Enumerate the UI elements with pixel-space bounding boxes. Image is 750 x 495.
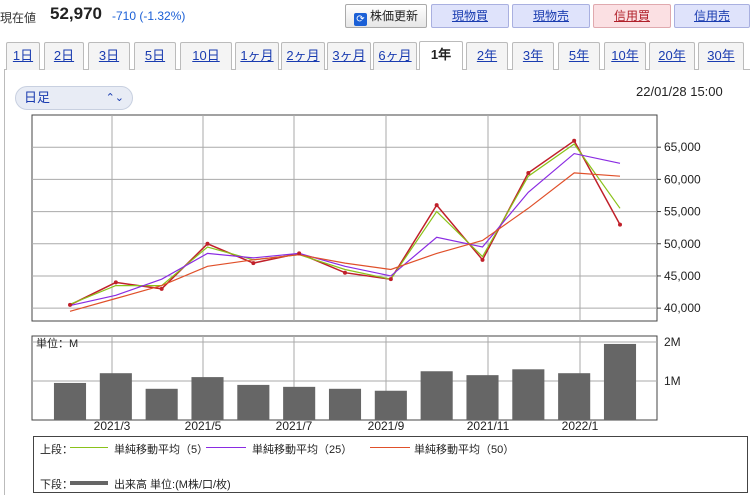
tab-5y[interactable]: 5年: [558, 42, 600, 70]
legend-ma25: 単純移動平均（25）: [252, 444, 353, 456]
close-point: [68, 302, 72, 307]
candle-period-value: 日足: [24, 90, 51, 105]
price-pane: [31, 114, 658, 322]
ma25-line: [69, 152, 621, 307]
price-change: -710 (-1.32%): [112, 9, 186, 23]
legend-ma50: 単純移動平均（50）: [414, 444, 515, 456]
volume-bar: [283, 386, 316, 420]
close-point: [113, 280, 118, 285]
tab-2d[interactable]: 2日: [44, 42, 84, 70]
close-point: [480, 257, 485, 262]
y-tick-label: 65,000: [664, 140, 701, 154]
volume-tick-label: 2M: [664, 335, 681, 349]
legend-lower-label: 下段：: [40, 479, 73, 491]
volume-unit-label: 単位：M: [36, 336, 78, 350]
volume-bar: [420, 371, 453, 420]
volume-bar: [191, 377, 224, 420]
volume-bar: [466, 375, 499, 420]
chart-panel: [4, 70, 750, 495]
volume-bar: [145, 388, 178, 420]
current-price-label: 現在値: [0, 11, 37, 25]
close-point: [343, 270, 347, 275]
chevron-updown-icon: ⌃⌄: [105, 92, 124, 104]
current-price: 52,970: [50, 4, 102, 23]
chart-legend: 上段： 単純移動平均（5） 単純移動平均（25） 単純移動平均（50） 下段： …: [33, 436, 748, 493]
quote-header: 現在値 52,970 -710 (-1.32%) ⟳ 株価更新 現物買 現物売 信…: [0, 0, 750, 34]
legend-ma25-swatch: [206, 447, 246, 448]
tab-1y[interactable]: 1年: [419, 41, 463, 70]
close-point: [526, 170, 531, 175]
x-tick-label: 2022/1: [562, 419, 599, 433]
tab-30y[interactable]: 30年: [698, 42, 744, 70]
close-point: [388, 277, 393, 282]
x-tick-label: 2021/11: [467, 419, 510, 433]
tab-1d[interactable]: 1日: [6, 42, 40, 70]
volume-bar: [99, 373, 132, 420]
legend-ma5-swatch: [70, 447, 108, 448]
y-tick-label: 40,000: [664, 301, 701, 315]
tab-20y[interactable]: 20年: [649, 42, 695, 70]
refresh-quote-button[interactable]: ⟳ 株価更新: [345, 4, 427, 28]
refresh-quote-label: 株価更新: [369, 9, 418, 23]
tab-10y[interactable]: 10年: [604, 42, 646, 70]
margin-buy-button[interactable]: 信用買: [593, 4, 671, 28]
refresh-icon: ⟳: [353, 13, 367, 26]
volume-bar: [328, 388, 362, 420]
volume-bar: [374, 390, 407, 420]
close-point: [205, 241, 210, 246]
tab-3d[interactable]: 3日: [88, 42, 130, 70]
x-tick-label: 2021/3: [94, 419, 131, 433]
tab-3m[interactable]: 3ヶ月: [327, 42, 371, 70]
y-tick-label: 60,000: [664, 172, 701, 186]
close-point: [434, 203, 439, 208]
tab-10d[interactable]: 10日: [180, 42, 232, 70]
ma50-line: [69, 172, 621, 312]
period-tabs: 1日 2日 3日 5日 10日 1ヶ月 2ヶ月 3ヶ月 6ヶ月 1年 2年 3年…: [4, 38, 750, 70]
tab-1m[interactable]: 1ヶ月: [235, 42, 279, 70]
y-tick-label: 45,000: [664, 269, 701, 283]
volume-bar: [603, 343, 637, 420]
tab-6m[interactable]: 6ヶ月: [373, 42, 417, 70]
x-tick-label: 2021/7: [276, 419, 313, 433]
tab-2m[interactable]: 2ヶ月: [281, 42, 325, 70]
close-point: [618, 222, 622, 227]
legend-upper-label: 上段：: [40, 444, 73, 456]
volume-bar: [237, 384, 270, 420]
x-tick-label: 2021/9: [368, 419, 405, 433]
close-point: [159, 286, 164, 291]
close-point: [297, 251, 302, 256]
candle-period-select[interactable]: 日足 ⌃⌄: [15, 86, 133, 110]
legend-volume: 出来高 単位:(M株/口/枚): [114, 479, 231, 491]
tab-5d[interactable]: 5日: [134, 42, 176, 70]
x-tick-label: 2021/5: [185, 419, 222, 433]
tab-3y[interactable]: 3年: [512, 42, 554, 70]
volume-bar: [512, 369, 545, 420]
chart-timestamp: 22/01/28 15:00: [636, 84, 723, 99]
volume-bar: [558, 373, 591, 420]
close-point: [572, 138, 577, 143]
y-tick-label: 50,000: [664, 237, 701, 251]
tab-2y[interactable]: 2年: [466, 42, 508, 70]
legend-ma5: 単純移動平均（5）: [114, 444, 209, 456]
cash-buy-button[interactable]: 現物買: [431, 4, 509, 28]
legend-volume-swatch: [70, 481, 108, 485]
cash-sell-button[interactable]: 現物売: [512, 4, 590, 28]
volume-bar: [53, 382, 87, 420]
close-point: [251, 261, 256, 266]
legend-ma50-swatch: [370, 447, 410, 448]
margin-sell-button[interactable]: 信用売: [674, 4, 750, 28]
volume-tick-label: 1M: [664, 374, 681, 388]
y-tick-label: 55,000: [664, 205, 701, 219]
